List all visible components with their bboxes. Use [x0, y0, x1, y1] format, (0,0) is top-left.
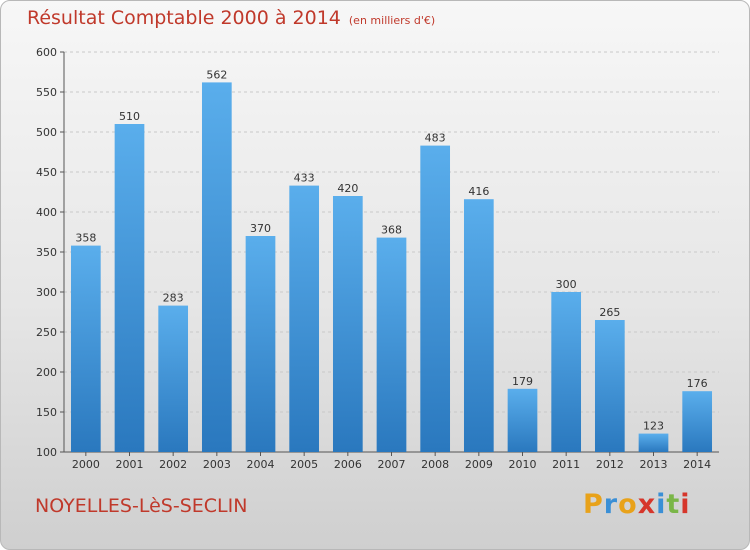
logo-letter: x: [637, 489, 657, 520]
x-tick-label-2007: 2007: [378, 458, 406, 471]
bar-2003: [201, 82, 232, 453]
data-label-2010: 179: [512, 375, 533, 388]
x-tick-label-2005: 2005: [290, 458, 318, 471]
bar-2008: [420, 145, 451, 452]
chart-unit: (en milliers d'€): [348, 14, 436, 27]
data-label-2007: 368: [381, 224, 402, 237]
y-tick-label-400: 400: [36, 206, 57, 219]
y-tick-label-500: 500: [36, 126, 57, 139]
y-tick-label-600: 600: [36, 46, 57, 59]
bar-2005: [289, 185, 320, 452]
logo-letter: r: [603, 489, 619, 520]
y-tick-label-200: 200: [36, 366, 57, 379]
bar-2012: [594, 320, 625, 452]
x-tick-label-2001: 2001: [116, 458, 144, 471]
labels: 100 150 200 250 300 350 400 450 500 550 600 358 2000…: [36, 46, 711, 471]
logo-letter: o: [618, 489, 638, 520]
logo-letter: i: [656, 489, 667, 520]
x-tick-label-2012: 2012: [596, 458, 624, 471]
data-label-2003: 562: [206, 68, 227, 81]
x-tick-label-2003: 2003: [203, 458, 231, 471]
y-tick-label-550: 550: [36, 86, 57, 99]
data-label-2001: 510: [119, 110, 140, 123]
bar-2009: [463, 199, 494, 452]
logo-letter: P: [583, 489, 604, 520]
y-tick-label-300: 300: [36, 286, 57, 299]
data-label-2006: 420: [337, 182, 358, 195]
x-tick-label-2011: 2011: [552, 458, 580, 471]
chart-title: Résultat Comptable 2000 à 2014 (en millie…: [27, 7, 435, 29]
data-label-2008: 483: [425, 132, 446, 145]
bar-2014: [682, 391, 713, 452]
logo-letter: t: [666, 489, 681, 520]
x-tick-label-2013: 2013: [640, 458, 668, 471]
bar-2004: [245, 236, 276, 452]
bar-2001: [114, 124, 145, 452]
data-label-2013: 123: [643, 420, 664, 433]
y-tick-label-350: 350: [36, 246, 57, 259]
data-label-2012: 265: [599, 306, 620, 319]
x-tick-label-2014: 2014: [683, 458, 711, 471]
bar-2013: [638, 433, 669, 452]
data-label-2011: 300: [556, 278, 577, 291]
x-tick-label-2004: 2004: [247, 458, 275, 471]
bars: [70, 82, 713, 453]
y-tick-label-250: 250: [36, 326, 57, 339]
x-tick-label-2000: 2000: [72, 458, 100, 471]
x-tick-label-2002: 2002: [159, 458, 187, 471]
bar-2000: [70, 245, 101, 452]
data-label-2014: 176: [687, 377, 708, 390]
logo-letter: i: [680, 489, 691, 520]
commune-name: NOYELLES-LèS-SECLIN: [35, 495, 248, 517]
data-label-2005: 433: [294, 172, 315, 185]
proxiti-logo[interactable]: Proxiti: [583, 489, 691, 520]
data-label-2000: 358: [75, 232, 96, 245]
y-tick-label-450: 450: [36, 166, 57, 179]
chart-title-text: Résultat Comptable 2000 à 2014: [27, 7, 341, 29]
data-label-2002: 283: [163, 292, 184, 305]
bar-2011: [551, 292, 582, 452]
y-tick-label-100: 100: [36, 446, 57, 459]
data-label-2004: 370: [250, 222, 271, 235]
x-tick-label-2008: 2008: [421, 458, 449, 471]
bar-2010: [507, 388, 538, 452]
x-tick-label-2006: 2006: [334, 458, 362, 471]
bar-2002: [158, 305, 189, 452]
y-tick-label-150: 150: [36, 406, 57, 419]
x-tick-label-2009: 2009: [465, 458, 493, 471]
data-label-2009: 416: [468, 185, 489, 198]
bar-2007: [376, 237, 407, 452]
x-tick-label-2010: 2010: [509, 458, 537, 471]
bar-2006: [332, 196, 363, 452]
